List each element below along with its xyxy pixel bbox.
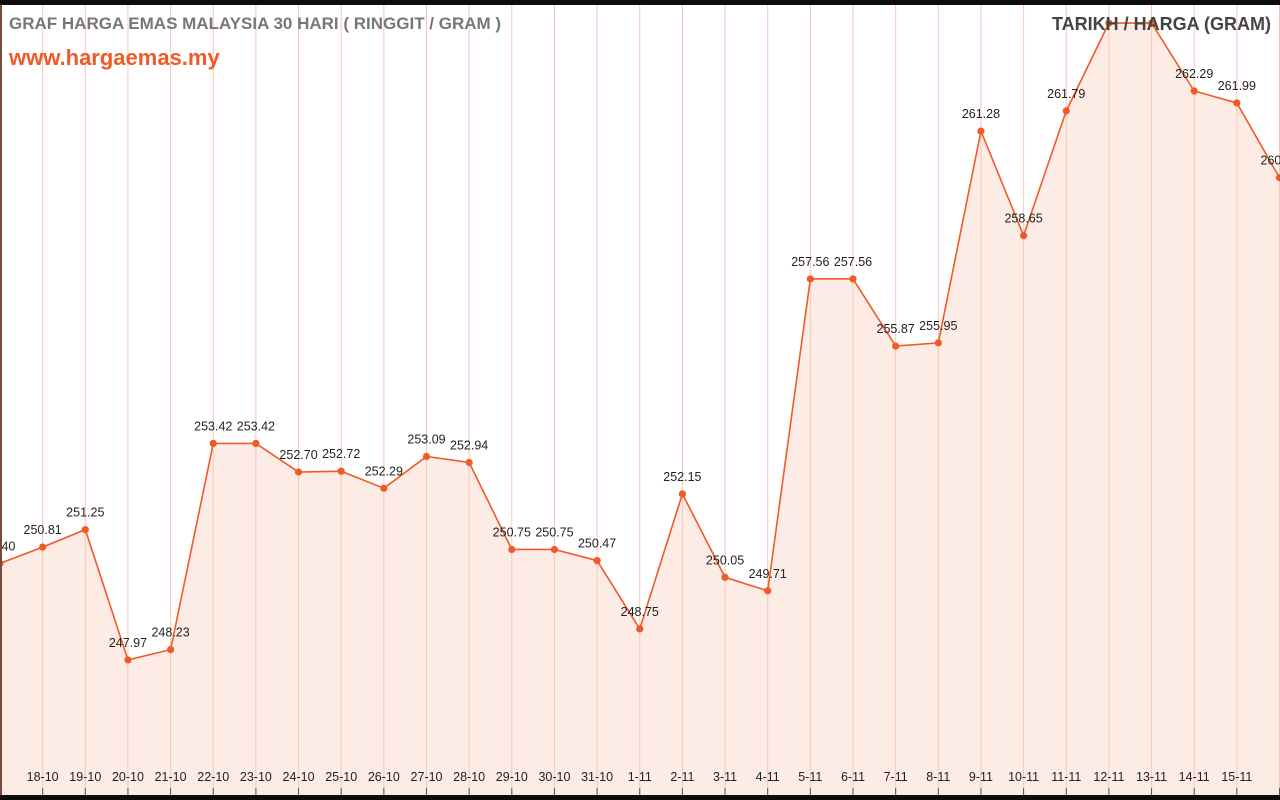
data-point-16-11	[1275, 174, 1280, 182]
x-tick-label-14-11: 14-11	[1179, 770, 1210, 784]
data-point-4-11	[764, 587, 772, 595]
data-label-28-10: 252.94	[450, 438, 488, 452]
data-label-25-10: 252.72	[322, 447, 360, 461]
area-fill	[0, 23, 1280, 795]
data-point-24-10	[294, 468, 303, 476]
site-link[interactable]: www.hargaemas.my	[9, 45, 220, 70]
data-label-31-10: 250.47	[578, 537, 616, 551]
data-point-21-10	[167, 646, 175, 654]
data-label-29-10: 250.75	[493, 525, 531, 539]
x-tick-label-28-10: 28-10	[453, 770, 485, 784]
x-tick-label-10-11: 10-11	[1008, 770, 1039, 784]
chart-title: GRAF HARGA EMAS MALAYSIA 30 HARI ( RINGG…	[9, 14, 502, 33]
x-tick-label-29-10: 29-10	[496, 770, 528, 784]
x-tick-label-31-10: 31-10	[581, 770, 613, 784]
data-label-11-11: 261.79	[1047, 87, 1085, 101]
data-point-15-11	[1233, 99, 1241, 107]
data-point-28-10	[465, 458, 473, 467]
data-point-23-10	[252, 439, 260, 448]
data-label-26-10: 252.29	[365, 464, 403, 478]
x-tick-label-13-11: 13-11	[1136, 770, 1167, 784]
data-label-30-10: 250.75	[535, 525, 573, 539]
data-point-3-11	[721, 573, 729, 581]
data-point-7-11	[892, 342, 900, 350]
data-point-31-10	[593, 557, 601, 565]
data-label-16-11: 260	[1261, 154, 1280, 168]
x-tick-label-8-11: 8-11	[926, 770, 950, 784]
x-tick-label-4-11: 4-11	[756, 770, 780, 784]
data-label-23-10: 253.42	[237, 419, 275, 433]
data-label-9-11: 261.28	[962, 107, 1000, 121]
data-label-10-11: 258.65	[1004, 212, 1042, 226]
data-label-14-11: 262.29	[1175, 67, 1213, 81]
data-point-2-11	[678, 490, 687, 498]
data-point-1-11	[636, 625, 644, 633]
data-point-8-11	[934, 339, 942, 347]
left-border	[0, 5, 2, 795]
data-label-27-10: 253.09	[407, 433, 445, 447]
x-tick-label-18-10: 18-10	[27, 770, 59, 784]
data-point-27-10	[422, 452, 431, 461]
x-tick-label-30-10: 30-10	[538, 770, 570, 784]
x-tick-label-3-11: 3-11	[713, 770, 737, 784]
data-point-18-10	[39, 543, 47, 551]
x-tick-label-19-10: 19-10	[69, 770, 101, 784]
data-point-26-10	[380, 484, 388, 492]
x-tick-label-6-11: 6-11	[841, 770, 865, 784]
x-tick-label-11-11: 11-11	[1051, 770, 1081, 784]
data-point-9-11	[977, 127, 985, 135]
data-point-20-10	[124, 656, 132, 664]
data-point-29-10	[508, 545, 516, 554]
data-label-3-11: 250.05	[706, 553, 744, 567]
data-label-1-11: 248.75	[621, 605, 659, 619]
data-label-24-10: 252.70	[279, 448, 317, 462]
x-tick-label-2-11: 2-11	[670, 770, 694, 784]
data-point-12-11	[1105, 19, 1113, 27]
data-label-21-10: 248.23	[151, 626, 189, 640]
data-point-25-10	[337, 467, 345, 475]
x-tick-label-27-10: 27-10	[411, 770, 443, 784]
data-label-2-11: 252.15	[663, 470, 701, 484]
x-tick-label-7-11: 7-11	[884, 770, 908, 784]
x-tick-label-12-11: 12-11	[1093, 770, 1124, 784]
x-tick-label-26-10: 26-10	[368, 770, 400, 784]
data-label-8-11: 255.95	[919, 319, 957, 333]
data-label-17-10: .40	[0, 539, 15, 553]
x-tick-label-20-10: 20-10	[112, 770, 144, 784]
x-tick-label-9-11: 9-11	[969, 770, 993, 784]
data-label-18-10: 250.81	[24, 523, 62, 537]
data-point-14-11	[1190, 87, 1198, 95]
data-point-10-11	[1020, 232, 1028, 240]
data-point-6-11	[849, 275, 857, 283]
x-tick-label-24-10: 24-10	[283, 770, 315, 784]
data-label-6-11: 257.56	[834, 255, 872, 269]
x-tick-label-1-11: 1-11	[628, 770, 652, 784]
x-tick-label-22-10: 22-10	[197, 770, 229, 784]
data-label-4-11: 249.71	[749, 567, 787, 581]
x-tick-label-15-11: 15-11	[1221, 770, 1252, 784]
data-label-5-11: 257.56	[791, 255, 829, 269]
data-label-19-10: 251.25	[66, 506, 104, 520]
legend-label: TARIKH / HARGA (GRAM)	[1052, 14, 1271, 34]
bottom-border	[0, 795, 1280, 800]
data-point-5-11	[806, 275, 814, 283]
x-tick-label-5-11: 5-11	[798, 770, 822, 784]
x-tick-label-25-10: 25-10	[325, 770, 357, 784]
data-label-22-10: 253.42	[194, 419, 232, 433]
data-point-13-11	[1147, 19, 1156, 27]
x-tick-label-21-10: 21-10	[155, 770, 187, 784]
data-point-19-10	[81, 526, 89, 534]
data-label-7-11: 255.87	[877, 322, 915, 336]
data-point-22-10	[209, 439, 217, 448]
data-point-11-11	[1062, 107, 1070, 115]
data-label-20-10: 247.97	[109, 636, 147, 650]
data-point-30-10	[550, 545, 559, 554]
top-border	[0, 0, 1280, 5]
x-tick-label-23-10: 23-10	[240, 770, 272, 784]
data-label-15-11: 261.99	[1218, 79, 1256, 93]
